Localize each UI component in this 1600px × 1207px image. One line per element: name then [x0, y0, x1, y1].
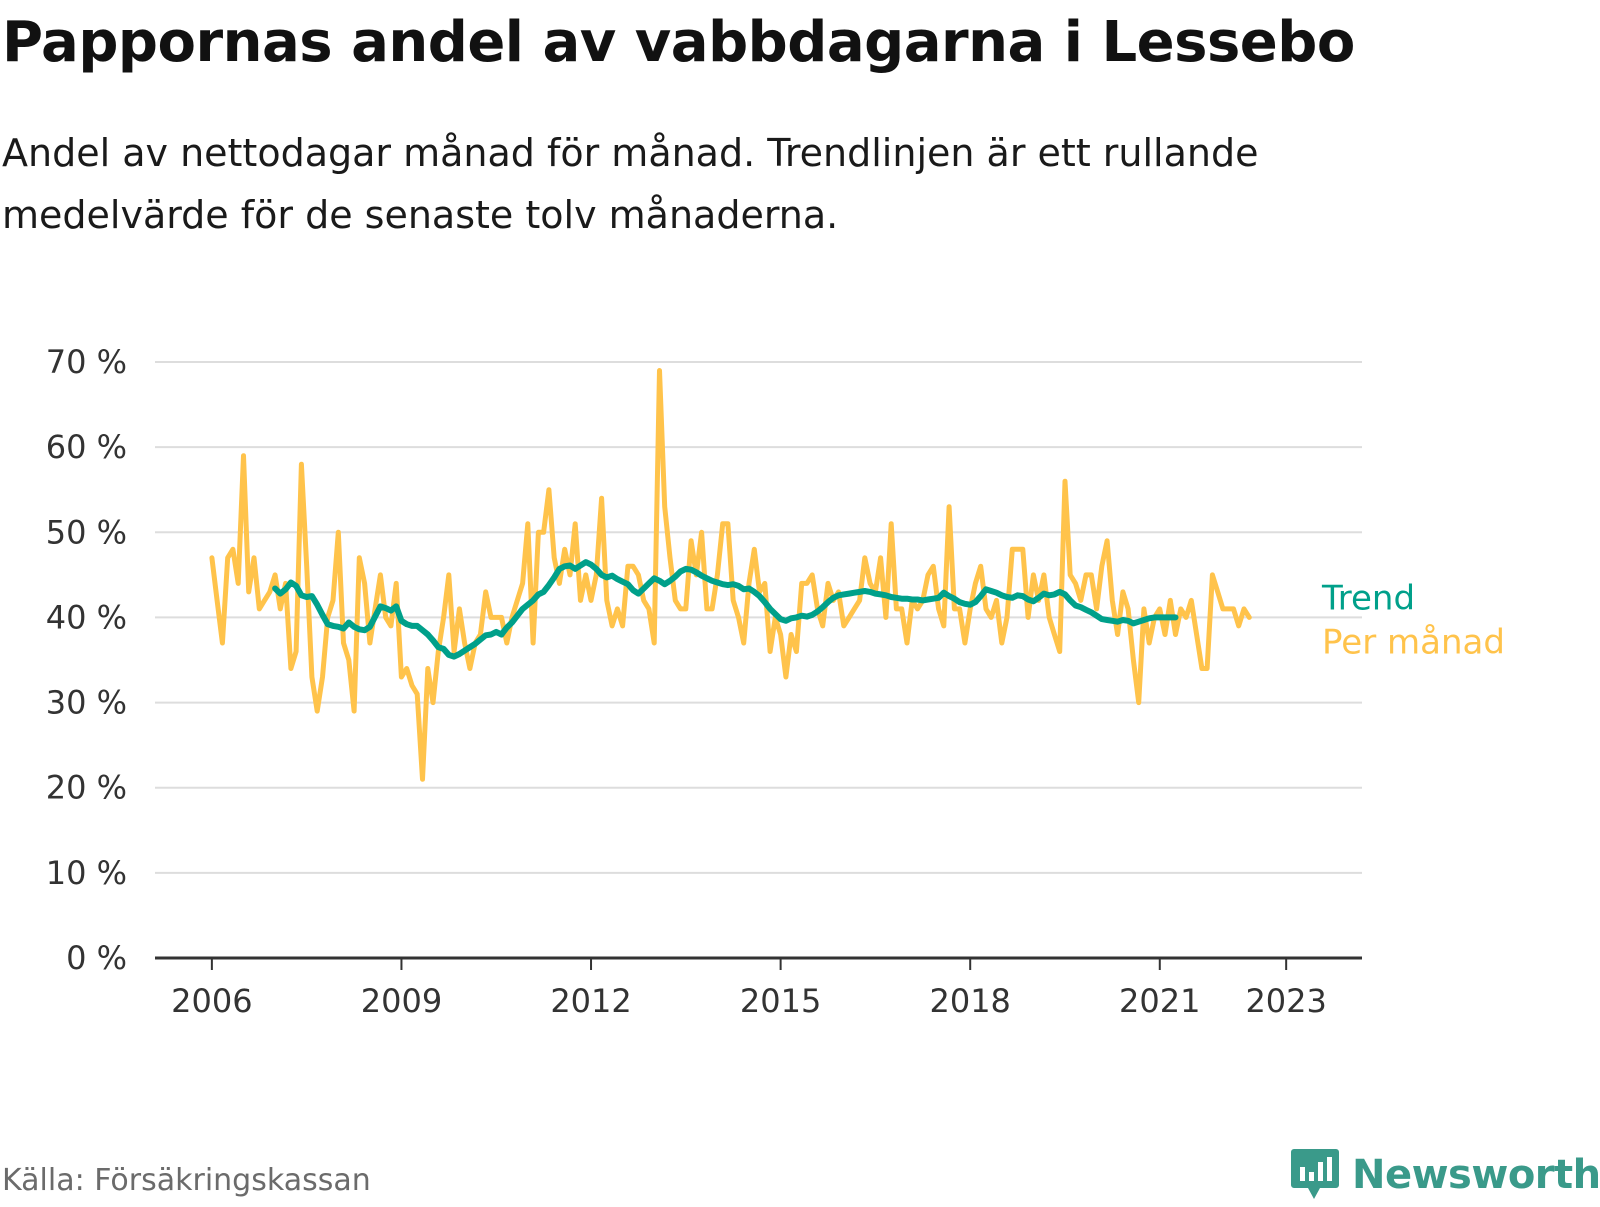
series-label-monthly: Per månad: [1322, 622, 1505, 662]
y-tick-label: 40 %: [46, 598, 127, 636]
x-tick-label: 2023: [1245, 982, 1326, 1020]
y-tick-label: 50 %: [46, 513, 127, 551]
y-tick-label: 20 %: [46, 769, 127, 807]
chart-title: Pappornas andel av vabbdagarna i Lessebo: [2, 10, 1355, 75]
x-tick-label: 2015: [740, 982, 821, 1020]
brand-name: Newsworthy: [1352, 1152, 1600, 1198]
y-tick-label: 70 %: [46, 343, 127, 381]
brand-logo: Newsworthy: [1290, 1143, 1600, 1207]
series-lines: [209, 368, 1252, 782]
y-tick-label: 0 %: [66, 939, 127, 977]
y-tick-label: 10 %: [46, 854, 127, 892]
series-line-trend: [272, 559, 1179, 660]
x-axis-ticks: 2006 2009 2012 2015 2018 2021 2023: [171, 958, 1327, 1020]
series-line-monthly: [209, 368, 1252, 782]
x-tick-label: 2018: [929, 982, 1010, 1020]
y-tick-label: 60 %: [46, 428, 127, 466]
source-note: Källa: Försäkringskassan: [2, 1163, 371, 1198]
y-axis-ticks: 0 % 10 % 20 % 30 % 40 % 50 % 60 % 70 %: [46, 343, 127, 977]
x-tick-label: 2006: [171, 982, 252, 1020]
x-tick-label: 2021: [1119, 982, 1200, 1020]
chart-subtitle: Andel av nettodagar månad för månad. Tre…: [2, 131, 1259, 237]
line-chart: 0 % 10 % 20 % 30 % 40 % 50 % 60 % 70 % 2006 2009…: [46, 343, 1505, 1020]
bar-chart-icon: [1291, 1149, 1339, 1199]
x-tick-label: 2009: [361, 982, 442, 1020]
y-tick-label: 30 %: [46, 684, 127, 722]
x-tick-label: 2012: [550, 982, 631, 1020]
series-label-trend: Trend: [1321, 578, 1415, 618]
